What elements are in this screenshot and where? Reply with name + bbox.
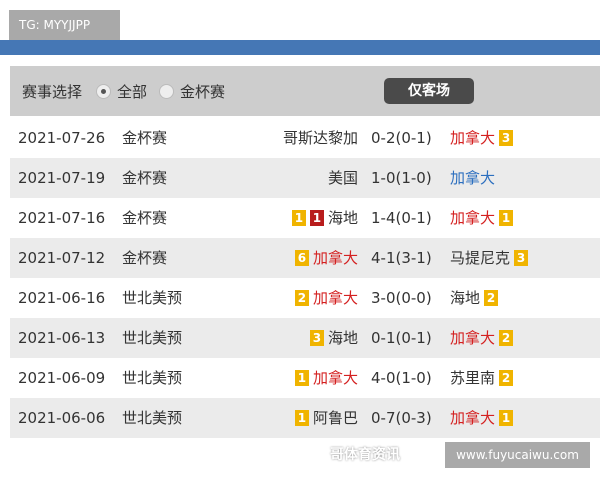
competition: 金杯赛 [122,209,168,227]
radio-gold-cup[interactable]: 金杯赛 [159,81,225,102]
competition: 金杯赛 [122,169,168,187]
away-team-name[interactable]: 马提尼克 [450,249,511,267]
home-team: 1 1 海地 [291,198,358,238]
away-team-name[interactable]: 加拿大 [450,169,496,187]
filter-label: 赛事选择 [22,82,83,101]
home-team: 1 阿鲁巴 [294,398,358,438]
match-row[interactable]: 2021-07-12 金杯赛 6 加拿大 4-1(3-1) 马提尼克 3 [10,238,600,278]
competition: 金杯赛 [122,129,168,147]
home-team: 美国 [328,158,358,198]
yellow-card-badge: 1 [499,410,514,426]
match-date: 2021-07-26 [18,129,106,147]
away-team-name[interactable]: 加拿大 [450,329,496,347]
away-only-button[interactable]: 仅客场 [384,78,474,104]
yellow-card-badge: 1 [294,370,309,386]
away-team: 加拿大 [450,158,495,198]
away-team-name[interactable]: 加拿大 [450,129,496,147]
match-date: 2021-07-19 [18,169,106,187]
competition: 金杯赛 [122,249,168,267]
radio-all[interactable]: 全部 [96,81,147,102]
radio-dot-icon[interactable] [96,83,112,99]
match-row[interactable]: 2021-06-09 世北美预 1 加拿大 4-0(1-0) 苏里南 2 [10,358,600,398]
url-label: www.fuyucaiwu.com [445,442,590,468]
red-card-badge: 1 [309,210,324,226]
match-row[interactable]: 2021-06-13 世北美预 3 海地 0-1(0-1) 加拿大 2 [10,318,600,358]
home-team-name[interactable]: 美国 [327,169,358,187]
home-team: 哥斯达黎加 [283,118,358,158]
yellow-card-badge: 3 [499,130,514,146]
yellow-card-badge: 2 [484,290,499,306]
yellow-card-badge: 1 [291,210,306,226]
competition: 世北美预 [122,369,183,387]
header-band [0,40,600,55]
match-row[interactable]: 2021-07-16 金杯赛 1 1 海地 1-4(0-1) 加拿大 1 [10,198,600,238]
away-team: 马提尼克 3 [450,238,529,278]
score: 1-4(0-1) [371,209,432,227]
score: 4-1(3-1) [371,249,432,267]
home-team-name[interactable]: 海地 [327,329,358,347]
home-team-name[interactable]: 阿鲁巴 [312,409,358,427]
match-date: 2021-07-16 [18,209,106,227]
radio-all-label: 全部 [117,82,148,101]
match-date: 2021-07-12 [18,249,106,267]
yellow-card-badge: 2 [294,290,309,306]
score: 0-1(0-1) [371,329,432,347]
match-date: 2021-06-09 [18,369,106,387]
home-team: 6 加拿大 [294,238,358,278]
competition: 世北美预 [122,289,183,307]
home-team: 3 海地 [309,318,358,358]
radio-dot-icon[interactable] [159,83,175,99]
match-row[interactable]: 2021-07-19 金杯赛 美国 1-0(1-0) 加拿大 [10,158,600,198]
away-team-name[interactable]: 苏里南 [450,369,496,387]
yellow-card-badge: 2 [499,330,514,346]
score: 3-0(0-0) [371,289,432,307]
yellow-card-badge: 3 [309,330,324,346]
score: 0-7(0-3) [371,409,432,427]
filter-bar: 赛事选择 全部 金杯赛 仅客场 [10,66,600,116]
competition: 世北美预 [122,409,183,427]
radio-gold-cup-label: 金杯赛 [180,82,226,101]
yellow-card-badge: 6 [294,250,309,266]
away-team: 加拿大 3 [450,118,514,158]
tg-label: TG: MYYJJPP [9,10,120,40]
away-team-name[interactable]: 加拿大 [450,209,496,227]
away-team-name[interactable]: 加拿大 [450,409,496,427]
match-date: 2021-06-13 [18,329,106,347]
match-row[interactable]: 2021-06-16 世北美预 2 加拿大 3-0(0-0) 海地 2 [10,278,600,318]
yellow-card-badge: 1 [499,210,514,226]
home-team: 2 加拿大 [294,278,358,318]
match-date: 2021-06-16 [18,289,106,307]
home-team-name[interactable]: 哥斯达黎加 [282,129,358,147]
match-list: 2021-07-26 金杯赛 哥斯达黎加 0-2(0-1) 加拿大 3 2021-0… [10,118,600,438]
away-team: 加拿大 1 [450,398,514,438]
yellow-card-badge: 2 [499,370,514,386]
away-team: 加拿大 2 [450,318,514,358]
watermark: 哥体育资讯 [330,447,400,463]
home-team-name[interactable]: 加拿大 [312,249,358,267]
away-team-name[interactable]: 海地 [450,289,481,307]
home-team-name[interactable]: 加拿大 [312,369,358,387]
competition: 世北美预 [122,329,183,347]
home-team: 1 加拿大 [294,358,358,398]
score: 0-2(0-1) [371,129,432,147]
home-team-name[interactable]: 加拿大 [312,289,358,307]
home-team-name[interactable]: 海地 [327,209,358,227]
away-team: 加拿大 1 [450,198,514,238]
score: 1-0(1-0) [371,169,432,187]
score: 4-0(1-0) [371,369,432,387]
match-row[interactable]: 2021-07-26 金杯赛 哥斯达黎加 0-2(0-1) 加拿大 3 [10,118,600,158]
yellow-card-badge: 1 [294,410,309,426]
match-date: 2021-06-06 [18,409,106,427]
match-row[interactable]: 2021-06-06 世北美预 1 阿鲁巴 0-7(0-3) 加拿大 1 [10,398,600,438]
yellow-card-badge: 3 [514,250,529,266]
away-team: 海地 2 [450,278,499,318]
away-team: 苏里南 2 [450,358,514,398]
